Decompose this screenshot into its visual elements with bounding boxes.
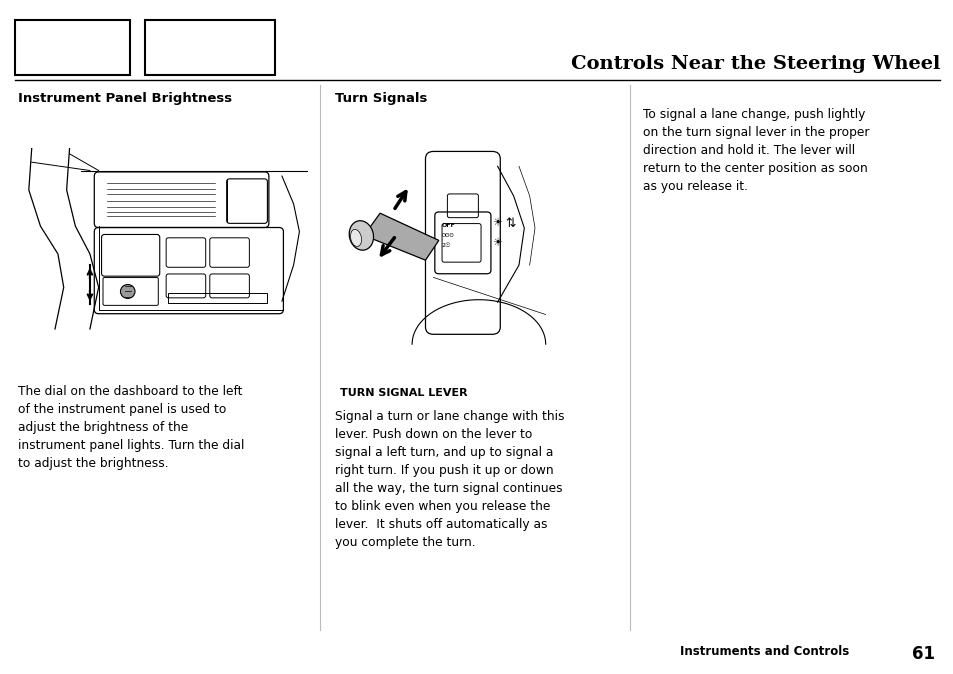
Ellipse shape [349, 220, 374, 250]
Text: ʘʘʘ: ʘʘʘ [441, 233, 454, 238]
Text: ☀: ☀ [492, 238, 501, 248]
Text: instrument panel lights. Turn the dial: instrument panel lights. Turn the dial [18, 439, 244, 452]
Text: as you release it.: as you release it. [642, 180, 747, 193]
Text: signal a left turn, and up to signal a: signal a left turn, and up to signal a [335, 446, 553, 459]
Text: Instruments and Controls: Instruments and Controls [679, 645, 848, 658]
Bar [15, 20, 130, 75]
Bar [169, 293, 267, 303]
Text: lever.  It shuts off automatically as: lever. It shuts off automatically as [335, 518, 547, 531]
Text: return to the center position as soon: return to the center position as soon [642, 162, 867, 175]
Text: 2☉: 2☉ [441, 243, 451, 248]
Text: all the way, the turn signal continues: all the way, the turn signal continues [335, 482, 562, 495]
Text: Turn Signals: Turn Signals [335, 92, 427, 105]
Circle shape [120, 284, 135, 299]
Text: ☀: ☀ [492, 218, 501, 228]
Text: on the turn signal lever in the proper: on the turn signal lever in the proper [642, 126, 868, 139]
Text: of the instrument panel is used to: of the instrument panel is used to [18, 403, 226, 416]
Text: ⇅: ⇅ [505, 216, 516, 230]
Ellipse shape [350, 229, 361, 247]
Text: The dial on the dashboard to the left: The dial on the dashboard to the left [18, 385, 242, 398]
Text: OFF: OFF [441, 223, 455, 228]
Text: 61: 61 [911, 645, 934, 663]
Bar [145, 20, 274, 75]
Text: Instrument Panel Brightness: Instrument Panel Brightness [18, 92, 232, 105]
Text: TURN SIGNAL LEVER: TURN SIGNAL LEVER [339, 388, 467, 398]
Text: direction and hold it. The lever will: direction and hold it. The lever will [642, 144, 854, 157]
Polygon shape [364, 213, 438, 260]
Text: Signal a turn or lane change with this: Signal a turn or lane change with this [335, 410, 564, 423]
Text: lever. Push down on the lever to: lever. Push down on the lever to [335, 428, 532, 441]
Text: To signal a lane change, push lightly: To signal a lane change, push lightly [642, 108, 864, 121]
Text: adjust the brightness of the: adjust the brightness of the [18, 421, 188, 434]
Text: to blink even when you release the: to blink even when you release the [335, 500, 550, 513]
Text: right turn. If you push it up or down: right turn. If you push it up or down [335, 464, 553, 477]
Text: Controls Near the Steering Wheel: Controls Near the Steering Wheel [570, 55, 939, 73]
Text: you complete the turn.: you complete the turn. [335, 536, 476, 549]
Text: to adjust the brightness.: to adjust the brightness. [18, 457, 169, 470]
